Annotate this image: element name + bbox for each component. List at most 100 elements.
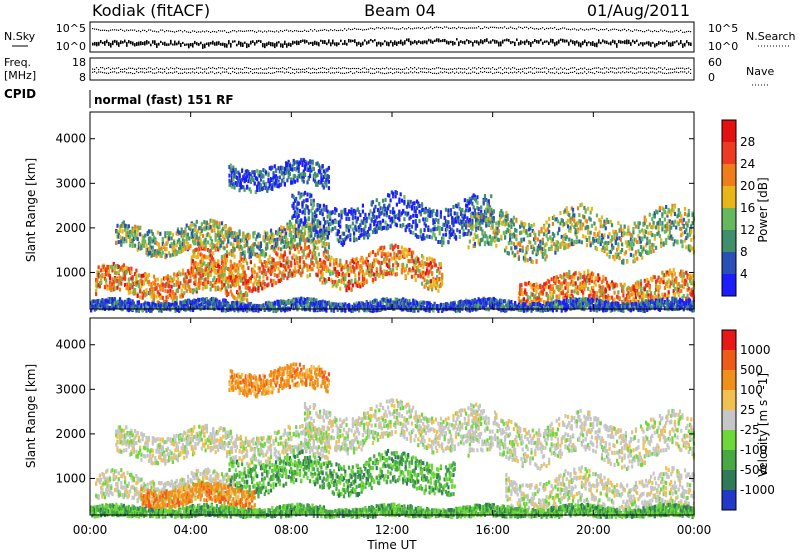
nave-point: [208, 72, 210, 74]
nsky-point: [390, 40, 392, 44]
freq-label: Freq.: [4, 56, 31, 69]
freq-point: [612, 67, 614, 69]
heatmap-cell: [155, 286, 158, 291]
nsearch-point: [326, 29, 328, 31]
nsky-point: [140, 41, 142, 46]
freq-point: [650, 67, 652, 69]
freq-point: [506, 68, 508, 70]
heatmap-cell: [220, 221, 224, 226]
nave-point: [200, 71, 202, 73]
heatmap-cell: [194, 274, 197, 279]
heatmap-cell: [565, 235, 568, 240]
nave-point: [494, 72, 496, 74]
heatmap-cell: [220, 283, 224, 288]
nave-point: [328, 71, 330, 73]
heatmap-cell: [512, 215, 515, 220]
heatmap-cell: [169, 293, 172, 298]
freq-point: [562, 68, 564, 70]
heatmap-cell: [166, 289, 169, 294]
nsearch-point: [666, 30, 668, 32]
heatmap-cell: [200, 241, 203, 246]
heatmap-cell: [475, 223, 478, 228]
heatmap-cell: [125, 239, 128, 244]
heatmap-cell: [238, 262, 241, 267]
nsky-point: [258, 39, 260, 42]
heatmap-cell: [340, 263, 343, 268]
nsearch-point: [364, 29, 366, 31]
nsearch-point: [432, 27, 434, 30]
nsky-point: [492, 39, 494, 42]
nave-point: [690, 72, 692, 74]
heatmap-cell: [196, 267, 200, 272]
nsky-point: [282, 43, 284, 48]
heatmap-cell: [224, 257, 227, 262]
heatmap-cell: [239, 278, 242, 283]
heatmap-cell: [132, 288, 135, 293]
heatmap-cell: [308, 273, 312, 278]
heatmap-cell: [235, 263, 239, 268]
heatmap-cell: [113, 267, 117, 272]
heatmap-cell: [297, 263, 300, 268]
nave-point: [180, 72, 182, 74]
heatmap-cell: [165, 295, 168, 300]
heatmap-cell: [200, 253, 203, 258]
heatmap-cell: [217, 285, 220, 290]
heatmap-cell: [248, 234, 251, 239]
nave-point: [666, 72, 668, 75]
heatmap-cell: [154, 282, 157, 287]
heatmap-cell: [388, 193, 391, 198]
heatmap-cell: [190, 269, 193, 274]
nave-point: [660, 71, 662, 73]
nave-point: [380, 72, 382, 74]
nave-point: [294, 72, 296, 75]
heatmap-cell: [296, 256, 299, 261]
nsearch-point: [190, 31, 192, 33]
heatmap-cell: [209, 273, 212, 278]
heatmap-cell: [346, 281, 349, 286]
nave-point: [184, 71, 186, 73]
heatmap-cell: [589, 230, 592, 235]
nsky-point: [578, 41, 580, 47]
heatmap-cell: [237, 294, 240, 299]
nsearch-point: [676, 29, 678, 32]
nsky-point: [162, 42, 164, 45]
nsearch-point: [254, 31, 256, 33]
nave-point: [526, 72, 528, 75]
heatmap-cell: [242, 281, 245, 286]
nsearch-point: [116, 29, 118, 31]
heatmap-cell: [594, 226, 597, 231]
freq-point: [552, 68, 554, 70]
nave-point: [422, 71, 424, 73]
heatmap-cell: [169, 277, 172, 282]
heatmap-cell: [321, 280, 324, 285]
nsky-point: [264, 43, 266, 49]
nave-point: [214, 72, 216, 75]
heatmap-cell: [160, 295, 163, 300]
heatmap-cell: [140, 280, 143, 285]
nave-point: [630, 71, 632, 73]
heatmap-cell: [305, 255, 308, 260]
freq-point: [284, 68, 286, 70]
nave-point: [226, 71, 228, 73]
freq-point: [138, 67, 140, 69]
freq-point: [498, 67, 500, 69]
heatmap-cell: [271, 283, 274, 288]
nsky-point: [310, 41, 312, 44]
heatmap-cell: [352, 237, 356, 242]
nsearch-point: [586, 28, 588, 30]
freq-point: [208, 67, 210, 69]
heatmap-cell: [204, 243, 207, 248]
freq-point: [624, 67, 626, 69]
nave-point: [132, 72, 134, 75]
freq-point: [196, 67, 198, 69]
heatmap-cell: [199, 274, 202, 279]
heatmap-cell: [207, 262, 210, 267]
heatmap-cell: [375, 267, 378, 272]
heatmap-cell: [272, 258, 275, 263]
heatmap-cell: [374, 218, 377, 223]
heatmap-cell: [201, 233, 205, 238]
heatmap-cell: [118, 278, 122, 283]
freq-point: [460, 68, 462, 70]
nave-point: [182, 72, 184, 74]
freq-point: [580, 67, 582, 69]
